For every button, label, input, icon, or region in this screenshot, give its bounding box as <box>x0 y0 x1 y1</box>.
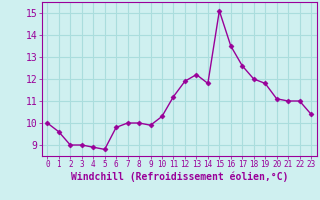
X-axis label: Windchill (Refroidissement éolien,°C): Windchill (Refroidissement éolien,°C) <box>70 172 288 182</box>
